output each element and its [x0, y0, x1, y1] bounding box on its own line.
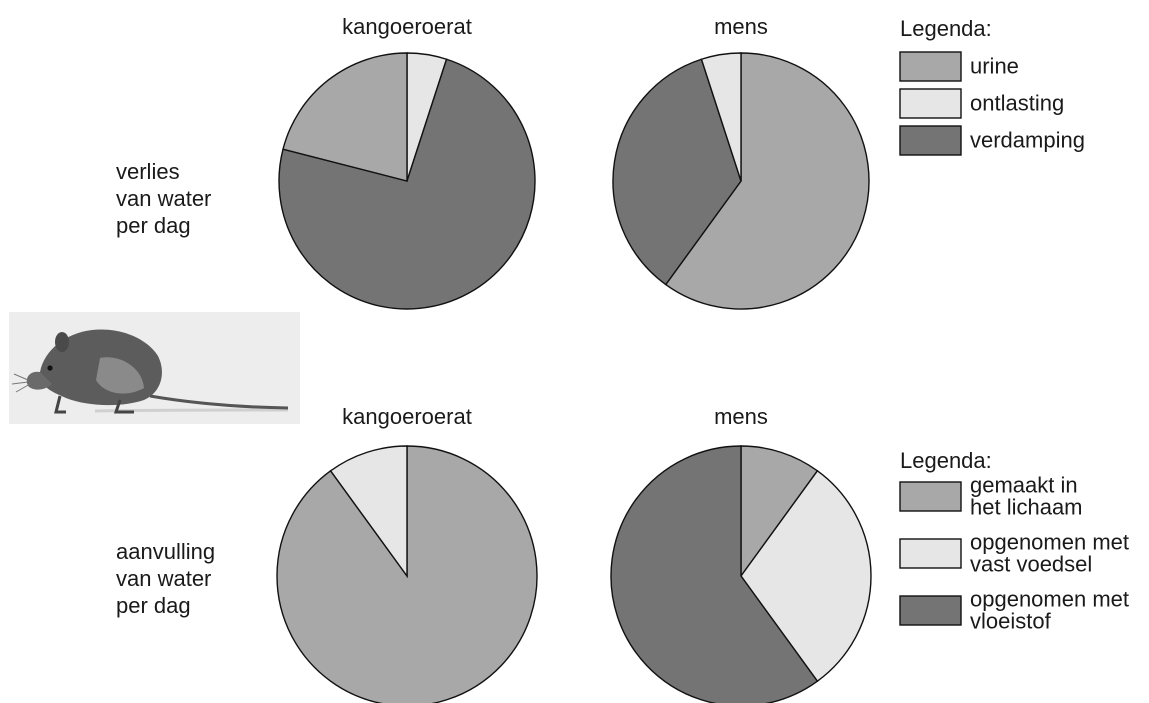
chart-title-human-loss: mens — [714, 14, 768, 39]
legend-swatch — [899, 481, 962, 512]
pie-rat-loss — [278, 52, 536, 310]
pie-slice-verdamping — [278, 58, 536, 310]
row-label-loss: verlies van water per dag — [116, 159, 211, 238]
row-label-line: aanvulling — [116, 539, 215, 564]
pie-rat-gain — [276, 445, 538, 703]
legend-label: opgenomen met — [970, 587, 1129, 612]
row-label-gain: aanvulling van water per dag — [116, 539, 215, 618]
rat-flank — [96, 357, 144, 394]
row-label-line: verlies — [116, 159, 180, 184]
rat-ear — [55, 332, 69, 352]
legend-label: gemaakt in — [970, 473, 1078, 498]
legend-label: urine — [970, 54, 1019, 79]
chart-title-rat-gain: kangoeroerat — [342, 404, 472, 429]
pie-slice-opgenomen-met-vast-voedsel — [740, 469, 872, 683]
legend-loss: Legenda: urine ontlasting verdamping — [899, 16, 1085, 156]
ground-shadow — [94, 408, 289, 413]
legend-swatch — [899, 125, 962, 156]
rat-tail — [149, 394, 289, 410]
row-label-line: van water — [116, 186, 211, 211]
legend-title: Legenda: — [900, 448, 992, 473]
rat-eye — [47, 365, 53, 371]
chart-title-human-gain: mens — [714, 404, 768, 429]
row-label-line: van water — [116, 566, 211, 591]
legend-label: opgenomen met — [970, 530, 1129, 555]
kangaroo-rat-icon — [9, 312, 300, 424]
pie-slice-urine — [664, 52, 870, 310]
pie-slice-ontlasting — [700, 52, 742, 182]
legend-swatch — [899, 51, 962, 82]
chart-title-rat-loss: kangoeroerat — [342, 14, 472, 39]
legend-title: Legenda: — [900, 16, 992, 41]
pie-slice-verdamping — [612, 58, 742, 286]
pie-slice-gemaakt-in-het-lichaam — [276, 445, 538, 703]
legend-label: verdamping — [970, 128, 1085, 153]
legend-label: vast voedsel — [970, 552, 1092, 577]
legend-swatch — [899, 595, 962, 626]
pie-slice-opgenomen-met-vast-voedsel — [329, 445, 408, 579]
pie-slice-urine — [282, 52, 408, 182]
rat-whiskers — [11, 373, 31, 393]
pie-human-gain — [610, 445, 872, 703]
pie-human-loss — [612, 52, 870, 310]
rat-snout — [26, 371, 52, 390]
legend-swatch — [899, 88, 962, 119]
row-label-line: per dag — [116, 593, 191, 618]
rat-legs — [54, 395, 134, 414]
legend-label: ontlasting — [970, 91, 1064, 116]
legend-swatch — [899, 538, 962, 569]
row-label-line: per dag — [116, 213, 191, 238]
legend-label: het lichaam — [970, 495, 1083, 520]
pie-slice-opgenomen-met-vloeistof — [610, 445, 819, 703]
pie-slice-gemaakt-in-het-lichaam — [740, 445, 819, 579]
legend-label: vloeistof — [970, 609, 1052, 634]
